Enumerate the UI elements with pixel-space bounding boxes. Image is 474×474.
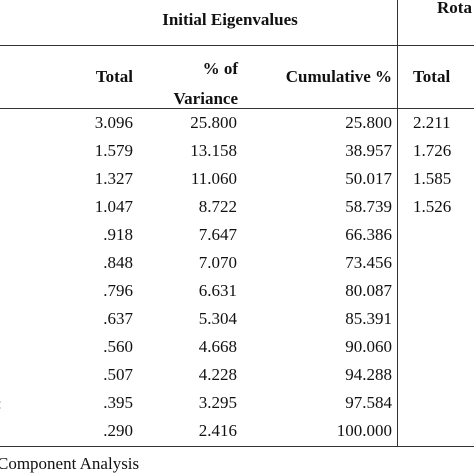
- cell: 25.800: [190, 113, 237, 132]
- cell: 90.060: [345, 337, 392, 356]
- cell: 2.211: [413, 113, 451, 132]
- group-header: Initial Eigenvalues: [162, 10, 298, 29]
- cell: 100.000: [336, 421, 392, 440]
- cell: 66.386: [345, 225, 392, 244]
- cell: 94.288: [345, 365, 392, 384]
- cell: 50.017: [345, 169, 392, 188]
- cell: 1.579: [94, 141, 133, 160]
- cell: 80.087: [345, 281, 392, 300]
- group-header: Rota: [437, 0, 472, 17]
- cell: 7.070: [198, 253, 237, 272]
- column-header: Total: [95, 67, 133, 86]
- cell: 13.158: [190, 141, 237, 160]
- cell: 7.647: [198, 225, 237, 244]
- cell: 11.060: [190, 169, 237, 188]
- cell: 1.726: [413, 141, 452, 160]
- cell: 3.295: [198, 393, 237, 412]
- cell: 97.584: [345, 393, 392, 412]
- cell: 73.456: [345, 253, 392, 272]
- cell: 4.228: [198, 365, 237, 384]
- cell: .918: [103, 225, 133, 244]
- cell: .290: [103, 421, 133, 440]
- rule: [0, 446, 474, 447]
- cell: 38.957: [345, 141, 392, 160]
- row-label: :: [0, 394, 2, 414]
- column-header: Cumulative %: [285, 67, 392, 86]
- cell: 1.526: [413, 197, 452, 216]
- cell: .560: [103, 337, 133, 356]
- rule: [0, 108, 474, 109]
- cell: 1.585: [413, 169, 452, 188]
- cell: 5.304: [198, 309, 237, 328]
- cell: .848: [103, 253, 133, 272]
- footer: Component Analysis: [0, 454, 140, 473]
- cell: 8.722: [198, 197, 237, 216]
- rule: [0, 45, 474, 46]
- cell: .507: [103, 365, 133, 384]
- column-divider: [397, 0, 398, 446]
- column-header: Total: [413, 67, 451, 86]
- cell: 3.096: [94, 113, 133, 132]
- cell: 1.327: [94, 169, 133, 188]
- cell: 25.800: [345, 113, 392, 132]
- cell: 1.047: [94, 197, 133, 216]
- cell: 4.668: [198, 337, 237, 356]
- cell: .637: [103, 309, 133, 328]
- cell: .796: [103, 281, 133, 300]
- cell: 6.631: [198, 281, 237, 300]
- cell: 2.416: [198, 421, 237, 440]
- cell: .395: [103, 393, 133, 412]
- cell: 85.391: [345, 309, 392, 328]
- column-header: % of Variance: [173, 59, 238, 108]
- cell: 58.739: [345, 197, 392, 216]
